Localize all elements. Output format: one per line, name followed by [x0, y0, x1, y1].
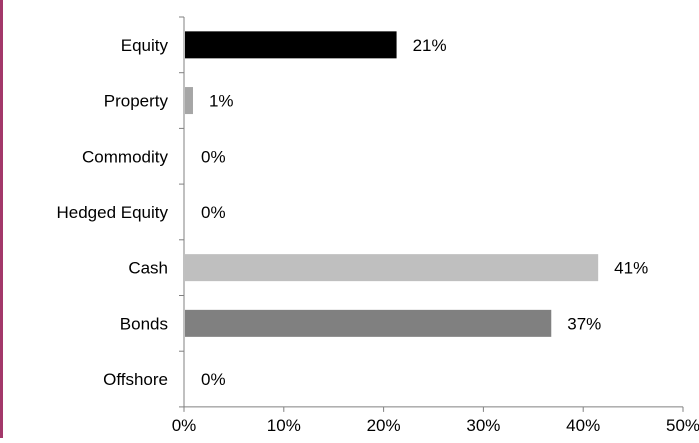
- category-label: Equity: [121, 36, 169, 55]
- x-tick-label: 40%: [566, 416, 600, 435]
- data-label: 21%: [413, 36, 447, 55]
- category-label: Hedged Equity: [56, 203, 168, 222]
- data-label: 37%: [567, 314, 601, 333]
- category-label: Offshore: [103, 370, 168, 389]
- x-tick-label: 30%: [466, 416, 500, 435]
- bar: [185, 309, 552, 337]
- category-label: Commodity: [82, 147, 168, 166]
- category-label: Cash: [128, 259, 168, 278]
- bar: [185, 254, 599, 282]
- data-label: 0%: [201, 203, 226, 222]
- x-tick-label: 10%: [267, 416, 301, 435]
- category-label: Bonds: [120, 314, 168, 333]
- bar: [185, 31, 397, 59]
- bar: [185, 87, 193, 115]
- x-tick-label: 50%: [666, 416, 699, 435]
- x-tick-label: 20%: [367, 416, 401, 435]
- data-label: 41%: [614, 259, 648, 278]
- data-label: 0%: [201, 370, 226, 389]
- data-label: 0%: [201, 147, 226, 166]
- left-accent-bar: [0, 0, 3, 438]
- category-label: Property: [104, 92, 169, 111]
- x-tick-label: 0%: [172, 416, 197, 435]
- data-label: 1%: [209, 92, 234, 111]
